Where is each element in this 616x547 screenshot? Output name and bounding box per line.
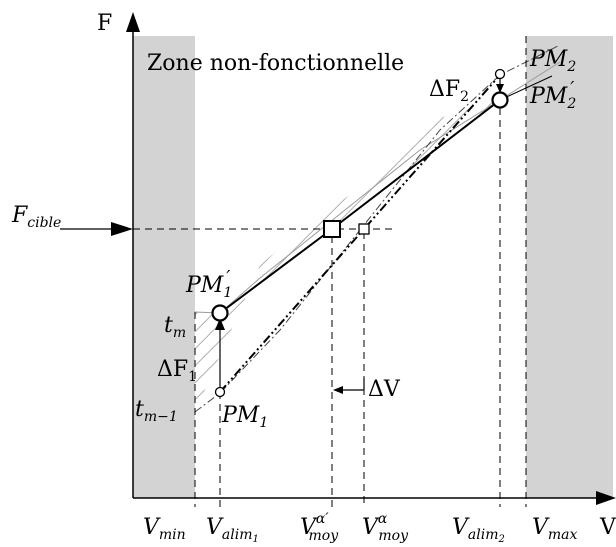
vmoy-a-main: V — [362, 515, 380, 540]
delta-f2-label: ΔF2 — [429, 77, 469, 105]
pm2-sub: 2 — [566, 59, 576, 75]
pm2-label: PM2 — [529, 47, 576, 75]
vmoy-a-sup: α — [378, 511, 388, 527]
target-label-sub: cible — [27, 215, 61, 231]
target-label: Fcible — [11, 203, 61, 231]
vmoy-alpha-marker — [358, 223, 370, 235]
vmoy-alpha-prime-marker — [323, 220, 341, 238]
delta-f1-main: ΔF — [157, 357, 188, 382]
valim1-subsub: 1 — [252, 534, 258, 545]
pm2-prime-prime: ′ — [570, 78, 574, 99]
tm1-main: t — [135, 397, 144, 422]
pm1-prime-prime: ′ — [226, 267, 230, 288]
tm-sub: m — [173, 325, 186, 341]
vmax-sub: max — [548, 527, 578, 543]
valim1-main: V — [206, 515, 224, 540]
vmoy-ap-sub: moy — [309, 528, 340, 544]
x-axis-label: V — [599, 515, 616, 540]
pm2-prime-label: PM2′ — [529, 78, 576, 112]
vmax-tick: Vmax — [532, 515, 578, 543]
vmin-tick: Vmin — [143, 515, 186, 543]
tm1-sub: m−1 — [144, 409, 178, 425]
y-axis-label: F — [97, 11, 112, 36]
tm-main: t — [164, 313, 173, 338]
delta-f1-sub: 1 — [188, 369, 197, 385]
vmoy-ap-sup: α′ — [316, 511, 329, 527]
vmin-main: V — [143, 515, 161, 540]
vmoy-a-sub: moy — [378, 528, 409, 544]
pm1-prime-marker — [211, 304, 229, 322]
vmoy-alpha-tick: Vα moy — [362, 511, 409, 544]
pm1-main: PM — [221, 403, 260, 428]
y-axis-arrow — [126, 12, 140, 32]
vmoy-ap-main: V — [300, 515, 318, 540]
delta-f2-arrow-head — [496, 84, 504, 93]
pm1-prime-sub: 1 — [223, 285, 232, 301]
pm2-marker — [494, 68, 506, 80]
delta-f1-arrow-head — [215, 318, 225, 330]
delta-f2-main: ΔF — [429, 77, 460, 102]
pm2-main: PM — [529, 47, 568, 72]
valim2-main: V — [452, 515, 470, 540]
functional-band — [195, 36, 526, 498]
target-label-main: F — [11, 203, 28, 228]
valim1-sub: alim — [222, 527, 253, 543]
pm1-label: PM1 — [221, 403, 268, 431]
pm2-prime-sub: 2 — [566, 96, 576, 112]
vmin-sub: min — [159, 527, 186, 543]
delta-f1-label: ΔF1 — [157, 357, 197, 385]
tm1-label: tm−1 — [135, 397, 178, 425]
valim2-subsub: 2 — [497, 534, 504, 545]
vmax-main: V — [532, 515, 550, 540]
x-axis-arrow — [596, 491, 616, 505]
valim2-sub: alim — [468, 527, 499, 543]
tm-label: tm — [164, 313, 186, 341]
pm2-prime-main: PM — [529, 84, 568, 109]
pm1-marker — [214, 386, 226, 398]
pm1-sub: 1 — [259, 415, 268, 431]
target-arrow-head — [111, 222, 133, 236]
delta-f2-sub: 2 — [460, 89, 469, 105]
delta-v-label: ΔV — [368, 377, 401, 402]
vmoy-alpha-prime-tick: Vα′ moy — [300, 511, 339, 544]
pm2-prime-marker — [491, 91, 509, 109]
valim2-tick: Valim2 — [452, 515, 505, 545]
valim1-tick: Valim1 — [206, 515, 259, 545]
delta-v-arrow-head — [333, 386, 343, 394]
pm1-prime-main: PM — [185, 273, 224, 298]
pm1-prime-label: PM1′ — [185, 267, 232, 301]
zone-label: Zone non-fonctionnelle — [147, 51, 404, 76]
